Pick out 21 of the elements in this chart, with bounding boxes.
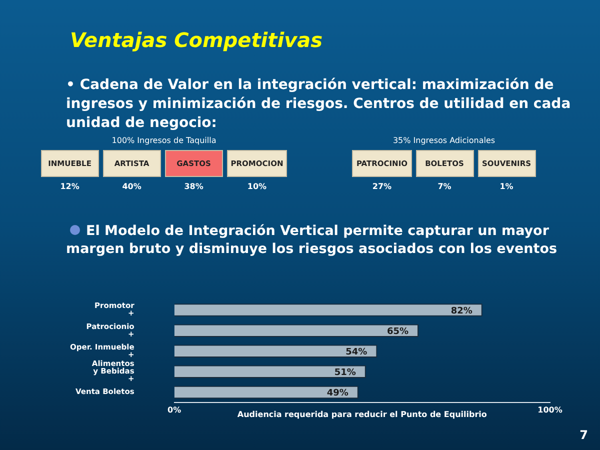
text: 12% bbox=[60, 182, 80, 191]
chart-subtitle: El Modelo de Integración Vertical permite capturar un mayor margen bruto y disminuye los riesgos asociados con los eventos bbox=[66, 223, 558, 257]
text: 7% bbox=[438, 182, 452, 191]
text: Ventajas Competitivas bbox=[70, 28, 323, 52]
data-label: 65% bbox=[386, 326, 409, 337]
data-label: 49% bbox=[326, 388, 348, 399]
data-label: 51% bbox=[334, 368, 356, 378]
text: 10% bbox=[247, 182, 267, 191]
x-tick-label: 100% bbox=[538, 405, 562, 414]
text: 35% Ingresos Adicionales bbox=[392, 136, 496, 145]
text: 38% bbox=[184, 182, 204, 191]
data-label: 82% bbox=[450, 306, 472, 316]
x-tick-label: 0% bbox=[168, 405, 182, 414]
text: 100% Ingresos de Taquilla bbox=[110, 136, 218, 145]
text: 1% bbox=[500, 182, 514, 191]
text: 7 bbox=[580, 428, 588, 442]
x-axis-title: Audiencia requerida para reducir el Punto de Equilibrio bbox=[237, 410, 488, 419]
text: • Cadena de Valor en la integración vertical: maximización de ingresos y minimización de riesgos. Centros de utilidad en cada unidad de negocio: bbox=[66, 76, 572, 133]
data-label: 54% bbox=[346, 347, 368, 358]
text: 27% bbox=[372, 182, 392, 191]
text: 40% bbox=[122, 182, 142, 191]
